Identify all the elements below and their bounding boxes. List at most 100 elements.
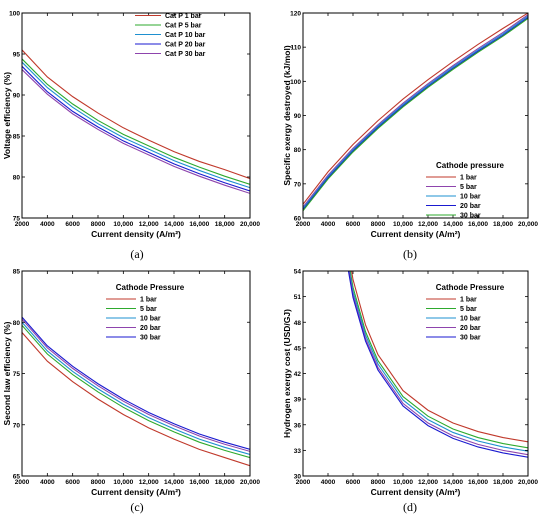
y-tick-label: 85 (13, 134, 21, 141)
series-line-5 (22, 69, 250, 194)
y-tick-label: 45 (294, 345, 302, 352)
series-line-2 (22, 324, 250, 459)
chart-panel-2: 2000 4000 6000 8000 10,000 12,000 14,000 16,000… (282, 11, 538, 262)
y-tick-label: 100 (9, 11, 20, 18)
x-tick-label: 4000 (321, 221, 336, 228)
series-line-4 (22, 318, 250, 452)
x-tick-label: 20,000 (240, 479, 260, 486)
legend: Cathode Pressure 1 bar 5 bar 10 bar 20 bar 30… (106, 283, 185, 342)
y-tick-label: 48 (294, 320, 302, 327)
y-axis-title: Hydrogen exergy cost (USD/GJ) (282, 309, 292, 438)
legend-label: 20 bar (460, 325, 481, 332)
x-tick-label: 18,000 (215, 221, 235, 228)
y-tick-label: 33 (294, 448, 302, 455)
x-axis-title: Current density (A/m²) (371, 487, 461, 497)
series-line-3 (22, 321, 250, 456)
legend-label: 10 bar (460, 316, 481, 323)
legend-label: 10 bar (460, 194, 481, 201)
y-tick-label: 80 (13, 320, 21, 327)
x-tick-label: 4000 (40, 221, 55, 228)
legend: Cat P 1 bar Cat P 5 bar Cat P 10 bar Cat P … (135, 13, 206, 58)
y-tick-label: 70 (294, 181, 302, 188)
series-line-1 (351, 271, 528, 443)
series-line-1 (22, 332, 250, 467)
x-tick-label: 14,000 (164, 479, 184, 486)
x-tick-label: 14,000 (164, 221, 184, 228)
x-axis-title: Current density (A/m²) (371, 229, 461, 239)
series-line-4 (303, 16, 528, 211)
y-tick-label: 80 (13, 175, 21, 182)
x-tick-label: 16,000 (468, 221, 488, 228)
y-axis-title: Voltage efficiency (%) (2, 72, 12, 159)
x-tick-label: 20,000 (518, 221, 538, 228)
y-tick-label: 90 (13, 93, 21, 100)
series-line-3 (348, 271, 528, 452)
legend-label: Cat P 1 bar (165, 13, 202, 20)
series-group (303, 13, 528, 212)
legend-label: 5 bar (140, 306, 157, 313)
legend-label: 1 bar (460, 297, 477, 304)
x-tick-label: 18,000 (493, 479, 513, 486)
legend-label: Cat P 20 bar (165, 42, 206, 49)
legend: Cathode pressure 1 bar 5 bar 10 bar 20 bar 30… (426, 161, 505, 220)
x-tick-label: 12,000 (139, 221, 159, 228)
y-tick-label: 65 (13, 474, 21, 481)
plot-frame (21, 270, 251, 477)
series-line-2 (349, 271, 528, 449)
y-tick-label: 60 (294, 216, 302, 223)
series-line-5 (22, 316, 250, 450)
x-tick-label: 12,000 (418, 221, 438, 228)
plot-frame (302, 12, 529, 219)
y-tick-label: 42 (294, 371, 302, 378)
y-axis-title: Second law efficiency (%) (2, 321, 12, 425)
x-tick-label: 14,000 (443, 479, 463, 486)
legend-label: Cat P 10 bar (165, 32, 206, 39)
x-tick-label: 2000 (15, 221, 30, 228)
x-tick-label: 16,000 (468, 479, 488, 486)
x-tick-label: 4000 (321, 479, 336, 486)
panel-label: (a) (130, 247, 143, 261)
x-tick-label: 20,000 (240, 221, 260, 228)
legend-label: Cat P 5 bar (165, 23, 202, 30)
y-tick-label: 75 (13, 216, 21, 223)
legend-label: 10 bar (140, 316, 161, 323)
legend-title: Cathode pressure (436, 161, 505, 170)
x-tick-label: 6000 (65, 221, 80, 228)
panel-label: (d) (403, 500, 417, 514)
legend-label: 30 bar (460, 213, 481, 220)
series-line-1 (303, 13, 528, 205)
y-tick-label: 85 (13, 269, 21, 276)
y-axis-title: Specific exergy destroyed (kJ/mol) (282, 45, 292, 185)
series-line-2 (303, 14, 528, 208)
y-tick-label: 30 (294, 474, 302, 481)
x-tick-label: 2000 (15, 479, 30, 486)
x-tick-label: 10,000 (393, 221, 413, 228)
legend-label: 1 bar (460, 175, 477, 182)
legend-label: 30 bar (140, 335, 161, 342)
y-tick-label: 75 (13, 371, 21, 378)
legend-title: Cathode Pressure (436, 283, 505, 292)
y-tick-label: 100 (290, 79, 301, 86)
series-line-4 (22, 65, 250, 192)
x-tick-label: 10,000 (113, 221, 133, 228)
x-tick-label: 2000 (296, 221, 311, 228)
legend-label: 5 bar (460, 184, 477, 191)
y-tick-label: 80 (294, 147, 302, 154)
y-tick-label: 70 (13, 422, 21, 429)
y-tick-label: 95 (13, 52, 21, 59)
legend: Cathode Pressure 1 bar 5 bar 10 bar 20 bar 30… (426, 283, 505, 342)
series-line-2 (22, 58, 250, 185)
x-tick-label: 8000 (371, 221, 386, 228)
x-tick-label: 18,000 (493, 221, 513, 228)
x-tick-label: 10,000 (393, 479, 413, 486)
series-group (22, 49, 250, 194)
x-tick-label: 6000 (346, 479, 361, 486)
x-tick-label: 6000 (65, 479, 80, 486)
legend-label: 1 bar (140, 297, 157, 304)
panel-label: (c) (130, 500, 143, 514)
x-tick-label: 4000 (40, 479, 55, 486)
series-group (347, 271, 528, 458)
x-tick-label: 16,000 (189, 479, 209, 486)
y-tick-label: 51 (294, 294, 302, 301)
